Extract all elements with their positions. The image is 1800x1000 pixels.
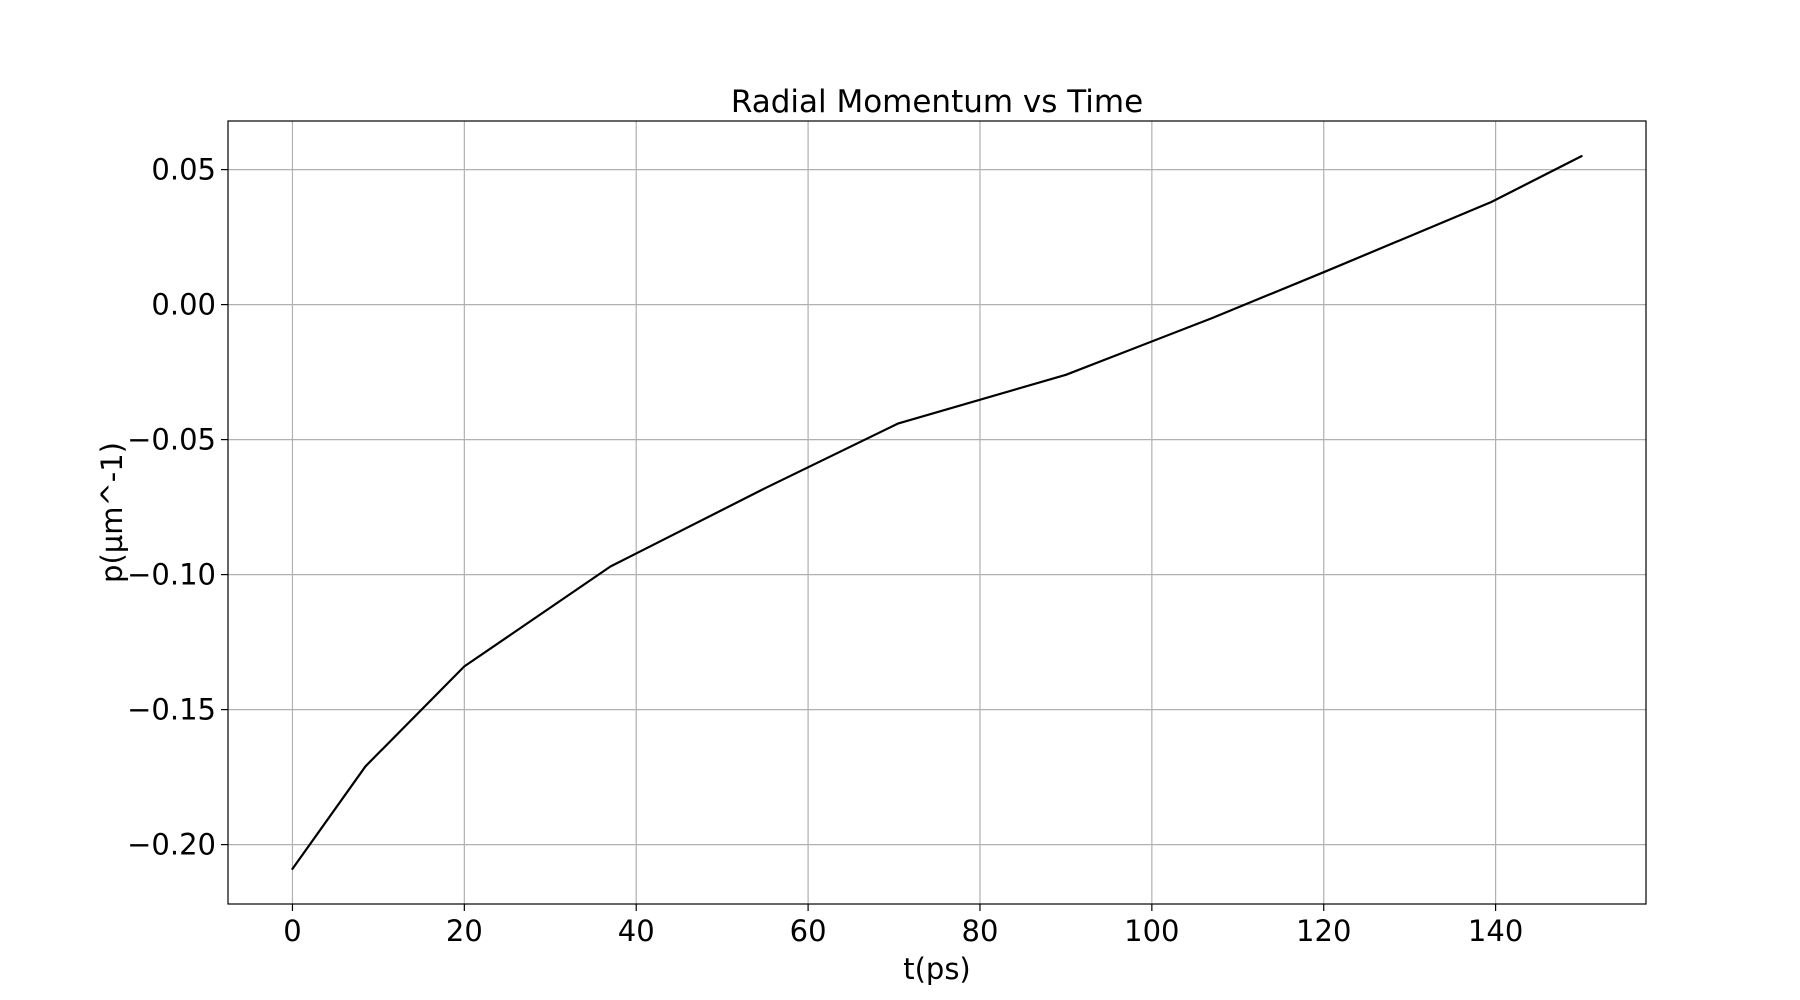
x-tick-label: 120: [1296, 914, 1351, 948]
data-point: [1065, 374, 1067, 376]
x-tick-label: 100: [1124, 914, 1179, 948]
y-tick-label: 0.05: [151, 153, 216, 187]
data-point: [1580, 155, 1583, 157]
data-point: [609, 565, 612, 568]
data-point: [1211, 317, 1213, 319]
x-tick-label: 60: [790, 914, 827, 948]
data-point: [463, 665, 466, 668]
x-tick-label: 80: [962, 914, 999, 948]
y-axis-ticks: −0.20 −0.15 −0.10 −0.05 0.00 0.05: [127, 153, 228, 862]
x-tick-label: 0: [283, 914, 301, 948]
data-point: [1490, 201, 1493, 203]
x-tick-label: 140: [1468, 914, 1523, 948]
x-tick-label: 20: [446, 914, 483, 948]
data-point: [897, 422, 900, 425]
data-point: [364, 765, 367, 768]
data-point: [1322, 271, 1325, 274]
series-layer: [291, 155, 1583, 871]
y-axis-label: p(µm^-1): [95, 442, 129, 583]
data-point: [764, 487, 766, 490]
grid: [228, 121, 1646, 904]
series-line: [291, 155, 1583, 871]
x-axis-label: t(ps): [903, 952, 971, 986]
x-axis-ticks: 0 20 40 60 80 100 120 140: [283, 904, 1523, 948]
data-point: [291, 868, 294, 870]
x-tick-label: 40: [618, 914, 655, 948]
y-tick-label: 0.00: [151, 288, 216, 322]
chart-title: Radial Momentum vs Time: [731, 84, 1143, 120]
y-tick-label: −0.05: [127, 423, 216, 457]
y-tick-label: −0.20: [127, 828, 216, 862]
y-tick-label: −0.15: [127, 693, 216, 727]
plot-frame: [227, 120, 1647, 905]
y-tick-label: −0.10: [127, 558, 216, 592]
